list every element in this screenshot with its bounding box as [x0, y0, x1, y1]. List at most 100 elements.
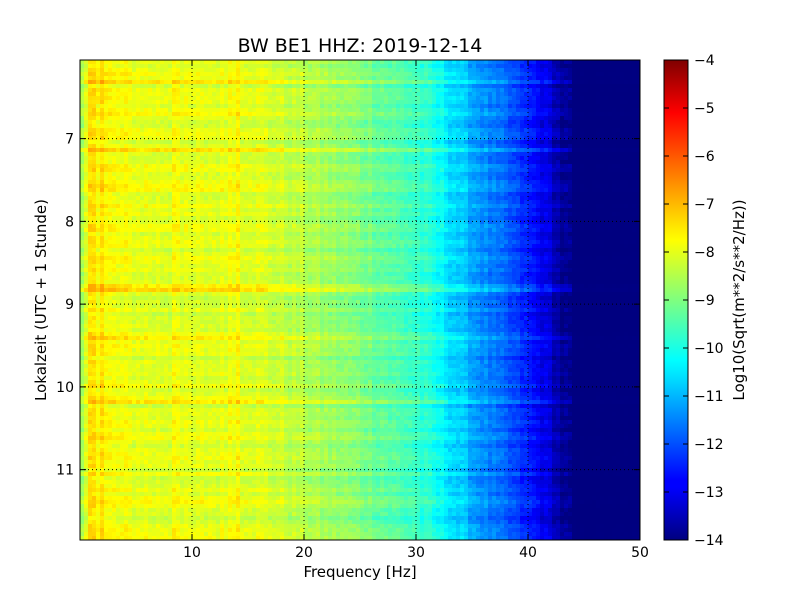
heatmap-cell	[152, 180, 157, 185]
heatmap-cell	[104, 164, 109, 169]
heatmap-cell	[360, 144, 365, 149]
heatmap-cell	[524, 104, 529, 109]
heatmap-cell	[372, 156, 377, 161]
heatmap-cell	[560, 68, 565, 73]
heatmap-cell	[452, 148, 457, 153]
heatmap-cell	[316, 172, 321, 177]
heatmap-cell	[412, 80, 417, 85]
heatmap-cell	[388, 108, 393, 113]
heatmap-cell	[300, 148, 305, 153]
heatmap-cell	[396, 84, 401, 89]
heatmap-cell	[612, 160, 617, 165]
heatmap-cell	[308, 96, 313, 101]
heatmap-cell	[344, 92, 349, 97]
heatmap-cell	[188, 180, 193, 185]
heatmap-cell	[156, 188, 161, 193]
heatmap-cell	[356, 164, 361, 169]
heatmap-cell	[312, 144, 317, 149]
heatmap-cell	[260, 180, 265, 185]
heatmap-cell	[352, 136, 357, 141]
heatmap-cell	[380, 68, 385, 73]
heatmap-cell	[284, 144, 289, 149]
heatmap-cell	[412, 180, 417, 185]
heatmap-cell	[436, 172, 441, 177]
heatmap-cell	[504, 188, 509, 193]
heatmap-cell	[104, 88, 109, 93]
heatmap-cell	[252, 120, 257, 125]
heatmap-cell	[424, 160, 429, 165]
heatmap-cell	[412, 168, 417, 173]
heatmap-cell	[612, 88, 617, 93]
heatmap-cell	[128, 88, 133, 93]
heatmap-cell	[212, 124, 217, 129]
heatmap-cell	[132, 160, 137, 165]
heatmap-cell	[120, 188, 125, 193]
heatmap-cell	[120, 64, 125, 69]
heatmap-cell	[120, 144, 125, 149]
heatmap-cell	[260, 176, 265, 181]
heatmap-cell	[380, 88, 385, 93]
heatmap-cell	[428, 180, 433, 185]
heatmap-cell	[224, 64, 229, 69]
heatmap-cell	[464, 96, 469, 101]
heatmap-cell	[496, 100, 501, 105]
heatmap-cell	[100, 196, 105, 201]
heatmap-cell	[540, 172, 545, 177]
heatmap-cell	[160, 108, 165, 113]
heatmap-cell	[180, 152, 185, 157]
heatmap-cell	[112, 72, 117, 77]
heatmap-cell	[332, 128, 337, 133]
heatmap-cell	[540, 124, 545, 129]
heatmap-cell	[376, 188, 381, 193]
heatmap-cell	[584, 60, 589, 65]
heatmap-cell	[292, 128, 297, 133]
heatmap-cell	[524, 64, 529, 69]
heatmap-cell	[168, 80, 173, 85]
heatmap-cell	[396, 136, 401, 141]
heatmap-cell	[524, 120, 529, 125]
heatmap-cell	[176, 156, 181, 161]
heatmap-cell	[436, 68, 441, 73]
heatmap-cell	[552, 156, 557, 161]
heatmap-cell	[316, 168, 321, 173]
heatmap-cell	[432, 112, 437, 117]
heatmap-cell	[552, 168, 557, 173]
heatmap-cell	[340, 184, 345, 189]
heatmap-cell	[120, 108, 125, 113]
heatmap-cell	[548, 104, 553, 109]
heatmap-cell	[584, 88, 589, 93]
heatmap-cell	[436, 164, 441, 169]
heatmap-cell	[340, 120, 345, 125]
heatmap-cell	[536, 156, 541, 161]
heatmap-cell	[464, 156, 469, 161]
heatmap-cell	[132, 124, 137, 129]
heatmap-cell	[100, 188, 105, 193]
heatmap-cell	[572, 60, 577, 65]
heatmap-cell	[236, 176, 241, 181]
heatmap-cell	[324, 92, 329, 97]
heatmap-cell	[396, 148, 401, 153]
heatmap-cell	[368, 60, 373, 65]
heatmap-cell	[404, 100, 409, 105]
heatmap-cell	[628, 132, 633, 137]
heatmap-cell	[444, 200, 449, 205]
heatmap-cell	[608, 164, 613, 169]
heatmap-cell	[572, 196, 577, 201]
heatmap-cell	[268, 160, 273, 165]
heatmap-cell	[324, 172, 329, 177]
heatmap-cell	[356, 132, 361, 137]
heatmap-cell	[584, 156, 589, 161]
heatmap-cell	[432, 180, 437, 185]
heatmap-cell	[376, 84, 381, 89]
heatmap-cell	[164, 64, 169, 69]
heatmap-cell	[124, 80, 129, 85]
heatmap-cell	[556, 148, 561, 153]
heatmap-cell	[260, 136, 265, 141]
heatmap-cell	[80, 164, 85, 169]
heatmap-cell	[364, 172, 369, 177]
heatmap-cell	[176, 184, 181, 189]
heatmap-cell	[136, 76, 141, 81]
heatmap-cell	[480, 144, 485, 149]
heatmap-cell	[336, 72, 341, 77]
heatmap-cell	[488, 152, 493, 157]
